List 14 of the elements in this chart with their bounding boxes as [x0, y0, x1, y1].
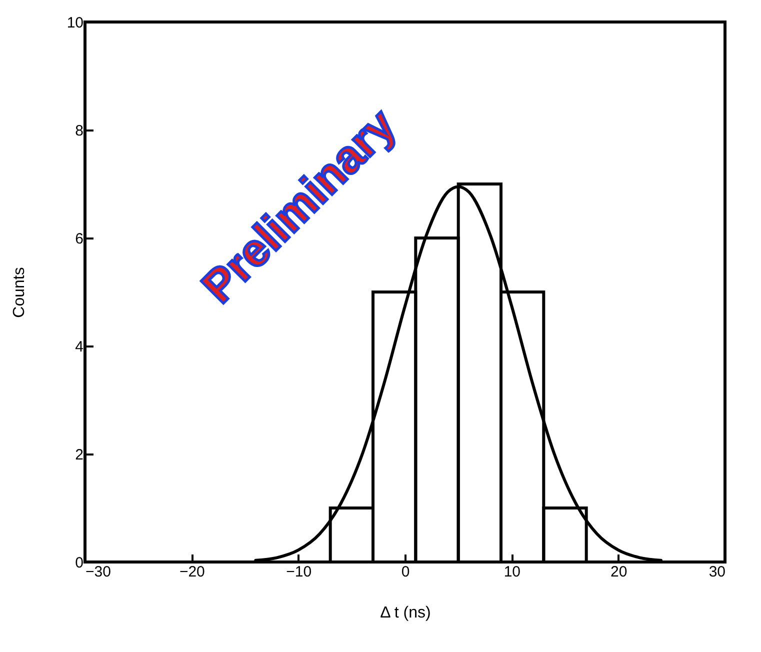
x-tick-label: 0 [401, 564, 410, 580]
y-tick-label: 10 [66, 14, 84, 32]
x-tick-label: −10 [286, 564, 312, 580]
x-tick-label: 30 [708, 564, 726, 580]
y-tick-label: 6 [75, 230, 84, 248]
x-tick-label: −30 [86, 564, 111, 580]
y-tick-label: 8 [75, 122, 84, 140]
y-axis-title: Counts [10, 267, 28, 318]
y-tick-label: 4 [75, 338, 84, 356]
x-axis-title: Δ t (ns) [380, 604, 431, 622]
y-tick-label: 2 [75, 446, 84, 464]
x-tick-label: 20 [610, 564, 628, 580]
x-tick-label: −20 [179, 564, 205, 580]
x-tick-label: 10 [504, 564, 521, 580]
